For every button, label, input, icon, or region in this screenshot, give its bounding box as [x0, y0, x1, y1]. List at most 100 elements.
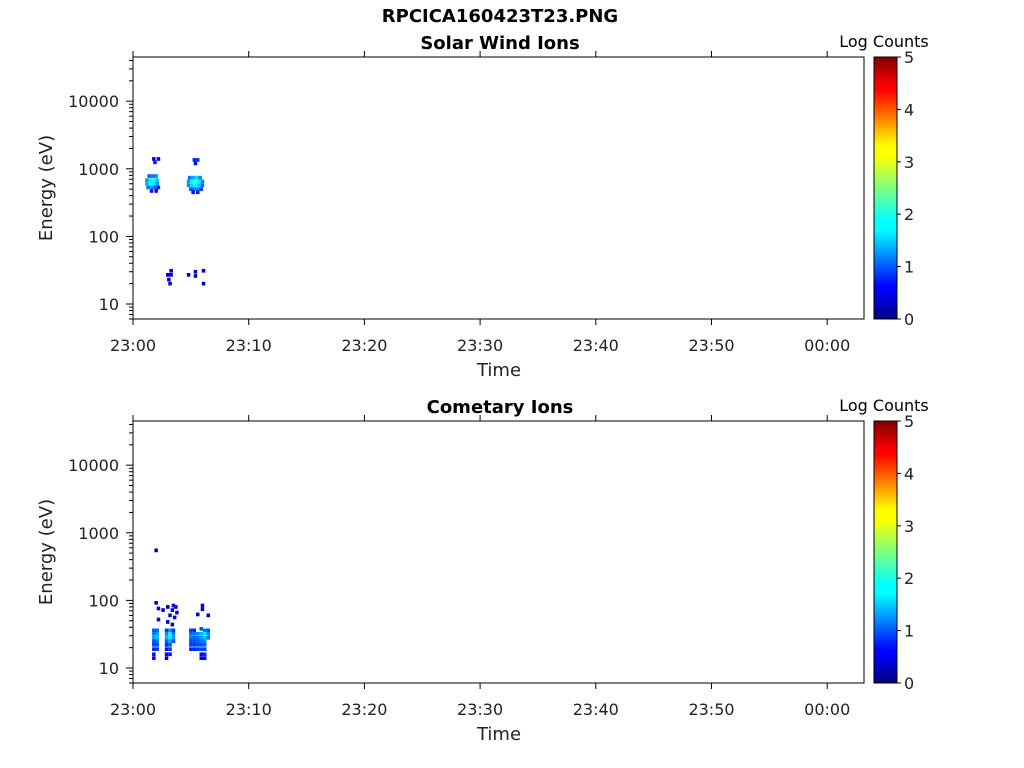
heatmap-cell: [203, 635, 207, 640]
colorbar-label: Log Counts: [839, 32, 929, 51]
heatmap-cell: [203, 656, 207, 660]
y-tick-label: 10: [99, 295, 119, 314]
heatmap-cell: [152, 157, 156, 161]
heatmap-cell: [196, 639, 200, 643]
colorbar-tick-label: 5: [904, 412, 914, 431]
heatmap-cell: [199, 652, 203, 657]
heatmap-cell: [156, 606, 161, 611]
heatmap-cell: [169, 268, 173, 273]
y-tick-label: 1000: [78, 160, 119, 179]
heatmap-cell: [186, 273, 191, 277]
heatmap-cell: [206, 635, 210, 640]
heatmap-cell: [196, 612, 200, 617]
heatmap-cell: [150, 174, 155, 178]
heatmap-cell: [196, 647, 200, 651]
heatmap-cell: [168, 639, 172, 643]
heatmap-cell: [206, 632, 210, 636]
heatmap-cell: [152, 632, 156, 636]
heatmap-cell: [152, 628, 156, 633]
heatmap-cell: [193, 179, 198, 184]
colorbar-tick-label: 2: [904, 205, 914, 224]
heatmap-cell: [149, 189, 154, 193]
heatmap-cell: [168, 643, 172, 647]
heatmap-cell: [156, 157, 161, 161]
heatmap-cell: [192, 158, 197, 162]
heatmap-cell: [164, 647, 169, 651]
heatmap-cell: [189, 632, 193, 636]
heatmap-cell: [175, 610, 179, 615]
heatmap-cell: [171, 603, 176, 608]
heatmap-cell: [164, 656, 169, 660]
x-tick-label: 00:00: [804, 700, 850, 719]
x-axis-label: Time: [476, 724, 521, 745]
y-tick-label: 10000: [68, 92, 119, 111]
heatmap-cell: [200, 179, 205, 184]
heatmap-cell: [186, 179, 191, 184]
heatmap-cell: [168, 613, 172, 618]
heatmap-cell: [198, 175, 202, 180]
heatmap-cell: [155, 181, 159, 186]
heatmap-cell: [152, 181, 156, 186]
heatmap-cell: [166, 620, 170, 624]
heatmap-cell: [168, 632, 172, 636]
heatmap-cell: [203, 647, 207, 651]
heatmap-cell: [200, 183, 205, 188]
heatmap-cell: [155, 178, 159, 182]
heatmap-cells: [145, 157, 206, 286]
x-tick-label: 23:20: [341, 700, 387, 719]
colorbar-tick-label: 0: [904, 674, 914, 693]
heatmap-cell: [152, 656, 156, 660]
heatmap-cell: [149, 185, 154, 190]
heatmap-cell: [171, 635, 176, 640]
heatmap-cell: [155, 639, 159, 643]
heatmap-cell: [155, 628, 159, 633]
heatmap-cell: [192, 635, 197, 640]
heatmap-cell: [196, 187, 200, 191]
heatmap-cell: [169, 273, 173, 277]
heatmap-cell: [167, 277, 171, 282]
heatmap-cell: [153, 160, 157, 165]
y-tick-label: 1000: [78, 524, 119, 543]
heatmap-cell: [156, 617, 161, 622]
heatmap-cell: [153, 185, 157, 190]
heatmap-cell: [146, 185, 150, 190]
heatmap-cell: [199, 647, 203, 651]
heatmap-cell: [192, 643, 197, 647]
heatmap-cell: [152, 647, 156, 651]
x-axis-label: Time: [476, 360, 521, 381]
heatmap-cell: [156, 185, 161, 190]
heatmap-cell: [201, 268, 206, 273]
heatmap-cell: [190, 179, 194, 184]
heatmap-cell: [152, 652, 156, 657]
y-axis-label: Energy (eV): [36, 135, 57, 241]
heatmap-cell: [203, 632, 207, 636]
heatmap-cell: [166, 273, 170, 277]
y-tick-label: 100: [88, 591, 119, 610]
heatmap-cell: [200, 607, 205, 612]
heatmap-cell: [199, 627, 203, 631]
heatmap-cell: [187, 175, 192, 180]
heatmap-cell: [189, 187, 193, 191]
heatmap-cell: [174, 605, 178, 609]
heatmap-cell: [199, 635, 203, 640]
x-tick-label: 23:40: [573, 700, 619, 719]
heatmap-cell: [191, 190, 195, 195]
heatmap-cell: [193, 183, 198, 188]
colorbar: [873, 56, 898, 320]
heatmap-cell: [171, 639, 176, 643]
heatmap-cell: [166, 605, 170, 609]
heatmap-cell: [197, 183, 201, 188]
x-tick-label: 23:00: [110, 700, 156, 719]
heatmap-cell: [192, 639, 197, 643]
heatmap-cell: [203, 639, 207, 643]
heatmap-cell: [192, 632, 197, 636]
heatmap-cell: [199, 643, 203, 647]
heatmap-cell: [203, 652, 207, 657]
x-tick-label: 00:00: [804, 336, 850, 355]
heatmap-cell: [154, 189, 158, 193]
heatmap-cell: [145, 181, 149, 186]
colorbar-tick-label: 0: [904, 310, 914, 329]
colorbar-tick-label: 3: [904, 517, 914, 536]
